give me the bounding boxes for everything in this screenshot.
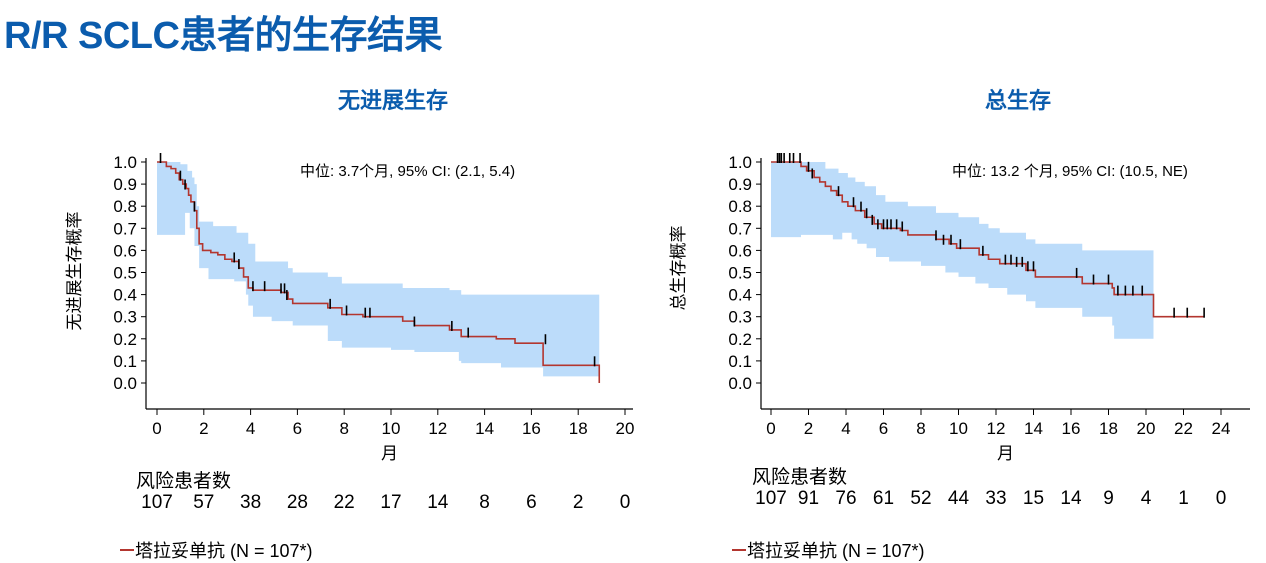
- pfs-x-tick-label: 12: [428, 419, 447, 438]
- pfs-y-tick-label: 0.9: [113, 175, 137, 194]
- pfs-x-tick-label: 2: [199, 419, 208, 438]
- os-risk-count: 33: [985, 488, 1007, 509]
- pfs-y-tick-label: 0.5: [113, 264, 137, 283]
- os-risk-count: 44: [947, 488, 970, 509]
- pfs-km-plot: 1.0 0.9 0.8 0.7 0.6 0.5 0.4 0.3 0.2 0.1 0.0 0 2 4 6 8 10…: [65, 153, 635, 463]
- os-risk-count: 0: [1215, 488, 1227, 509]
- os-risk-count: 76: [835, 488, 857, 509]
- os-y-tick-label: 0.3: [728, 308, 752, 327]
- os-x-tick-label: 22: [1174, 419, 1193, 438]
- os-y-tick-label: 0.0: [728, 374, 752, 393]
- pfs-y-tick-label: 0.4: [113, 286, 137, 305]
- pfs-risk-count: 17: [380, 492, 402, 513]
- pfs-y-tick-label: 0.3: [113, 308, 137, 327]
- legend-line-swatch: [120, 549, 134, 551]
- pfs-risk-count: 57: [193, 492, 215, 513]
- pfs-y-axis-label: 无进展生存概率: [65, 212, 84, 331]
- os-x-tick-label: 18: [1099, 419, 1118, 438]
- pfs-risk-count: 8: [479, 492, 490, 513]
- os-risk-count: 1: [1178, 488, 1189, 509]
- pfs-risk-count: 14: [427, 492, 449, 513]
- os-risk-table-label: 风险患者数: [752, 467, 848, 488]
- pfs-risk-count: 107: [141, 492, 173, 513]
- os-y-tick-label: 0.9: [728, 175, 752, 194]
- os-y-tick-label: 0.6: [728, 241, 752, 260]
- os-legend-label: 塔拉妥单抗 (N = 107*): [747, 541, 925, 561]
- os-y-tick-label: 0.8: [728, 197, 752, 216]
- os-risk-count: 15: [1022, 488, 1045, 509]
- pfs-x-tick-label: 10: [382, 419, 401, 438]
- os-km-curve: [771, 161, 1205, 318]
- os-y-tick-label: 0.4: [728, 286, 752, 305]
- pfs-risk-count: 2: [572, 492, 584, 513]
- os-risk-count: 14: [1060, 488, 1082, 509]
- pfs-y-tick-label: 0.6: [113, 241, 137, 260]
- pfs-risk-count: 38: [240, 492, 262, 513]
- os-y-axis-label: 总生存概率: [669, 226, 688, 311]
- pfs-median-annotation: 中位: 3.7个月, 95% CI: (2.1, 5.4): [300, 163, 515, 180]
- pfs-risk-count: 22: [333, 492, 355, 513]
- pfs-y-tick-label: 0.8: [113, 197, 137, 216]
- pfs-x-tick-label: 8: [339, 419, 348, 438]
- os-median-annotation: 中位: 13.2 个月, 95% CI: (10.5, NE): [952, 163, 1188, 180]
- os-km-plot: 1.00.90.80.70.60.50.40.30.20.10.00 2 4 6 8 10…: [669, 153, 1250, 463]
- pfs-x-tick-label: 20: [616, 419, 635, 438]
- os-y-tick-label: 1.0: [728, 153, 752, 172]
- legend-line-swatch: [732, 549, 746, 551]
- pfs-x-tick-label: 16: [522, 419, 541, 438]
- os-y-tick-label: 0.1: [728, 352, 752, 371]
- pfs-y-tick-label: 0.2: [113, 330, 137, 349]
- os-risk-count: 4: [1140, 488, 1152, 509]
- os-y-tick-label: 0.2: [728, 330, 752, 349]
- pfs-x-tick-label: 14: [475, 419, 494, 438]
- os-ci-band: [771, 162, 1154, 339]
- pfs-risk-count: 0: [619, 492, 631, 513]
- os-x-tick-label: 10: [949, 419, 968, 438]
- os-y-tick-label: 0.7: [728, 219, 752, 238]
- pfs-risk-count: 28: [286, 492, 308, 513]
- pfs-x-axis-label: 月: [381, 444, 398, 463]
- pfs-legend: 塔拉妥单抗 (N = 107*): [120, 537, 313, 563]
- os-risk-count: 9: [1103, 488, 1114, 509]
- os-risk-count: 61: [872, 488, 895, 509]
- pfs-legend-label: 塔拉妥单抗 (N = 107*): [135, 541, 313, 561]
- os-x-tick-label: 4: [841, 419, 850, 438]
- os-x-tick-label: 0: [766, 419, 775, 438]
- pfs-y-tick-label: 1.0: [113, 153, 137, 172]
- pfs-risk-table-label: 风险患者数: [136, 471, 232, 492]
- os-x-tick-label: 24: [1212, 419, 1231, 438]
- pfs-x-tick-label: 0: [152, 419, 161, 438]
- os-risk-count: 91: [797, 488, 820, 509]
- slide-title: R/R SCLC患者的生存结果: [4, 15, 442, 57]
- pfs-y-tick-label: 0.0: [113, 374, 137, 393]
- os-risk-count: 107: [755, 488, 787, 509]
- pfs-x-tick-label: 18: [569, 419, 588, 438]
- os-x-tick-label: 20: [1137, 419, 1156, 438]
- os-x-tick-label: 16: [1062, 419, 1081, 438]
- pfs-risk-count: 6: [526, 492, 537, 513]
- os-x-tick-label: 2: [804, 419, 813, 438]
- os-risk-count: 52: [910, 488, 932, 509]
- os-x-tick-label: 6: [879, 419, 888, 438]
- os-x-tick-label: 8: [916, 419, 925, 438]
- pfs-x-tick-label: 6: [293, 419, 302, 438]
- os-legend: 塔拉妥单抗 (N = 107*): [732, 537, 925, 563]
- pfs-ci-band: [157, 162, 600, 383]
- os-chart-title: 总生存: [984, 88, 1052, 113]
- pfs-chart-title: 无进展生存: [337, 88, 449, 113]
- pfs-x-tick-label: 4: [246, 419, 255, 438]
- os-x-tick-label: 12: [987, 419, 1006, 438]
- os-x-axis-label: 月: [997, 444, 1014, 463]
- os-y-tick-label: 0.5: [728, 264, 752, 283]
- os-x-tick-label: 14: [1024, 419, 1043, 438]
- pfs-y-tick-label: 0.7: [113, 219, 137, 238]
- pfs-y-tick-label: 0.1: [113, 352, 137, 371]
